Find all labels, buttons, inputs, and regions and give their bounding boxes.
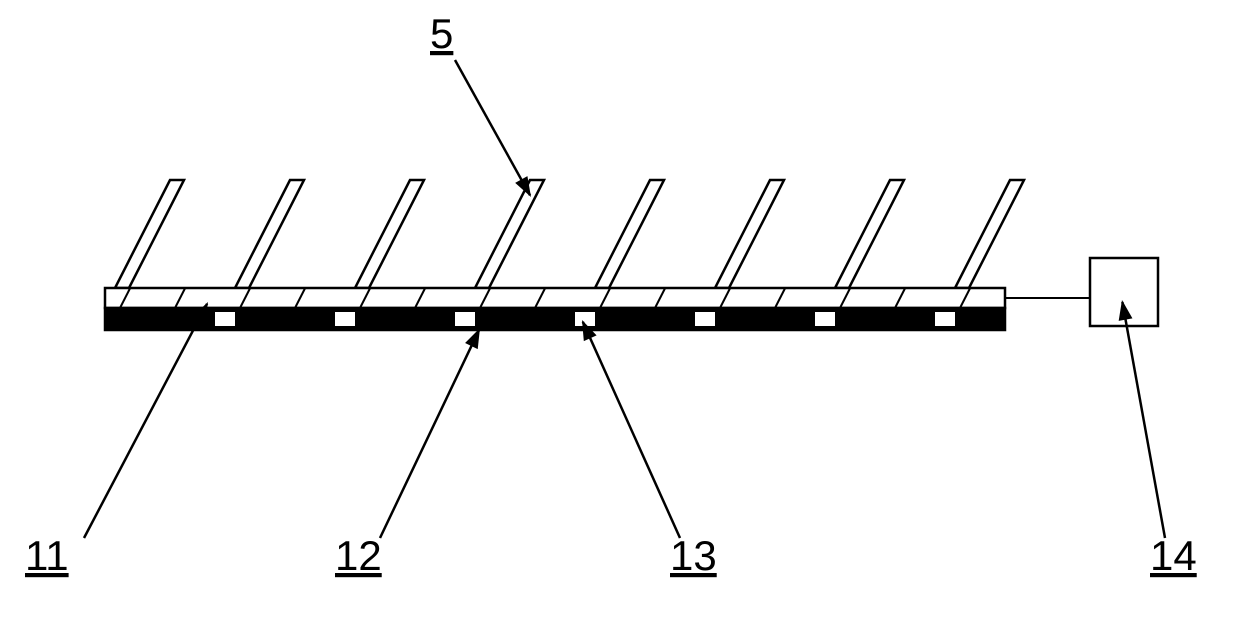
notch-2 bbox=[455, 312, 475, 326]
fin-6 bbox=[835, 180, 904, 288]
fin-3 bbox=[475, 180, 544, 288]
leader-l13 bbox=[583, 322, 680, 538]
leader-l14 bbox=[1122, 302, 1165, 538]
top-strip bbox=[105, 288, 1005, 308]
fin-4 bbox=[595, 180, 664, 288]
label-l14: 14 bbox=[1150, 532, 1197, 579]
leader-l5 bbox=[455, 60, 530, 195]
notch-0 bbox=[215, 312, 235, 326]
fin-1 bbox=[235, 180, 304, 288]
label-l5: 5 bbox=[430, 10, 453, 57]
leader-l11 bbox=[84, 304, 207, 538]
leader-l12 bbox=[380, 330, 479, 538]
label-l13: 13 bbox=[670, 532, 717, 579]
label-l12: 12 bbox=[335, 532, 382, 579]
fin-7 bbox=[955, 180, 1024, 288]
bottom-strip bbox=[105, 308, 1005, 330]
fin-5 bbox=[715, 180, 784, 288]
fins-group bbox=[115, 180, 1024, 288]
label-l11: 11 bbox=[25, 532, 69, 579]
notch-1 bbox=[335, 312, 355, 326]
fin-2 bbox=[355, 180, 424, 288]
notch-5 bbox=[815, 312, 835, 326]
fin-0 bbox=[115, 180, 184, 288]
notch-6 bbox=[935, 312, 955, 326]
notch-4 bbox=[695, 312, 715, 326]
